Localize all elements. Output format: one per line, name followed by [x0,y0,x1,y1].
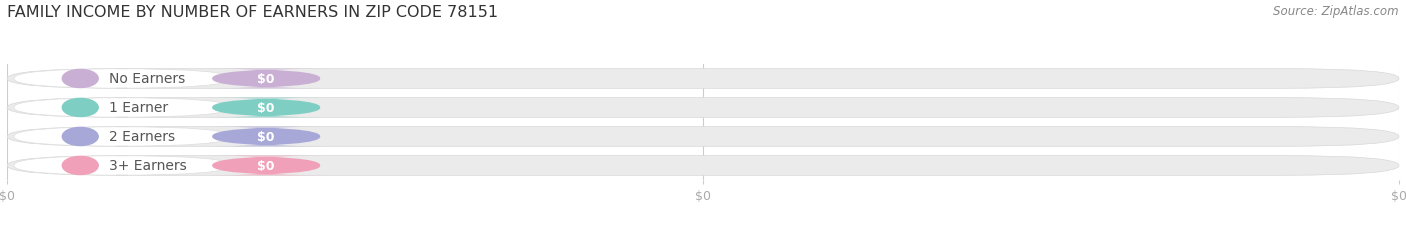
Text: 3+ Earners: 3+ Earners [110,159,187,173]
FancyBboxPatch shape [14,156,229,176]
Ellipse shape [62,99,98,117]
Text: $0: $0 [257,101,276,115]
FancyBboxPatch shape [14,69,229,89]
FancyBboxPatch shape [207,156,326,176]
Text: No Earners: No Earners [110,72,186,86]
Text: $0: $0 [257,73,276,86]
FancyBboxPatch shape [14,98,229,118]
FancyBboxPatch shape [7,69,1399,89]
Text: 2 Earners: 2 Earners [110,130,176,144]
Text: $0: $0 [257,159,276,172]
Ellipse shape [62,70,98,88]
Ellipse shape [62,128,98,146]
Text: FAMILY INCOME BY NUMBER OF EARNERS IN ZIP CODE 78151: FAMILY INCOME BY NUMBER OF EARNERS IN ZI… [7,5,498,20]
FancyBboxPatch shape [207,127,326,147]
Text: 1 Earner: 1 Earner [110,101,169,115]
Text: $0: $0 [257,130,276,143]
Ellipse shape [62,157,98,175]
FancyBboxPatch shape [207,69,326,89]
FancyBboxPatch shape [7,156,1399,176]
Text: Source: ZipAtlas.com: Source: ZipAtlas.com [1274,5,1399,18]
FancyBboxPatch shape [7,98,1399,118]
FancyBboxPatch shape [7,127,1399,147]
FancyBboxPatch shape [14,127,229,147]
FancyBboxPatch shape [207,98,326,118]
